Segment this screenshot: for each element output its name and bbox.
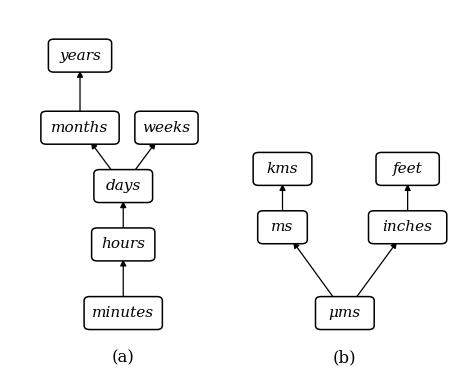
Text: μms: μms [329, 306, 361, 320]
FancyBboxPatch shape [368, 211, 447, 244]
FancyBboxPatch shape [253, 152, 312, 185]
Text: days: days [106, 179, 141, 193]
FancyBboxPatch shape [135, 111, 198, 144]
Text: hours: hours [101, 237, 145, 251]
Text: months: months [51, 121, 109, 135]
FancyBboxPatch shape [41, 111, 119, 144]
Text: years: years [59, 49, 101, 63]
Text: feet: feet [393, 162, 422, 176]
Text: kms: kms [267, 162, 298, 176]
Text: (a): (a) [112, 349, 135, 366]
FancyBboxPatch shape [258, 211, 307, 244]
FancyBboxPatch shape [316, 297, 374, 330]
Text: minutes: minutes [92, 306, 155, 320]
Text: ms: ms [271, 220, 294, 234]
FancyBboxPatch shape [91, 228, 155, 261]
FancyBboxPatch shape [94, 169, 153, 202]
Text: weeks: weeks [142, 121, 191, 135]
Text: (b): (b) [333, 349, 356, 366]
FancyBboxPatch shape [376, 152, 439, 185]
Text: inches: inches [383, 220, 433, 234]
FancyBboxPatch shape [48, 39, 112, 72]
FancyBboxPatch shape [84, 297, 163, 330]
